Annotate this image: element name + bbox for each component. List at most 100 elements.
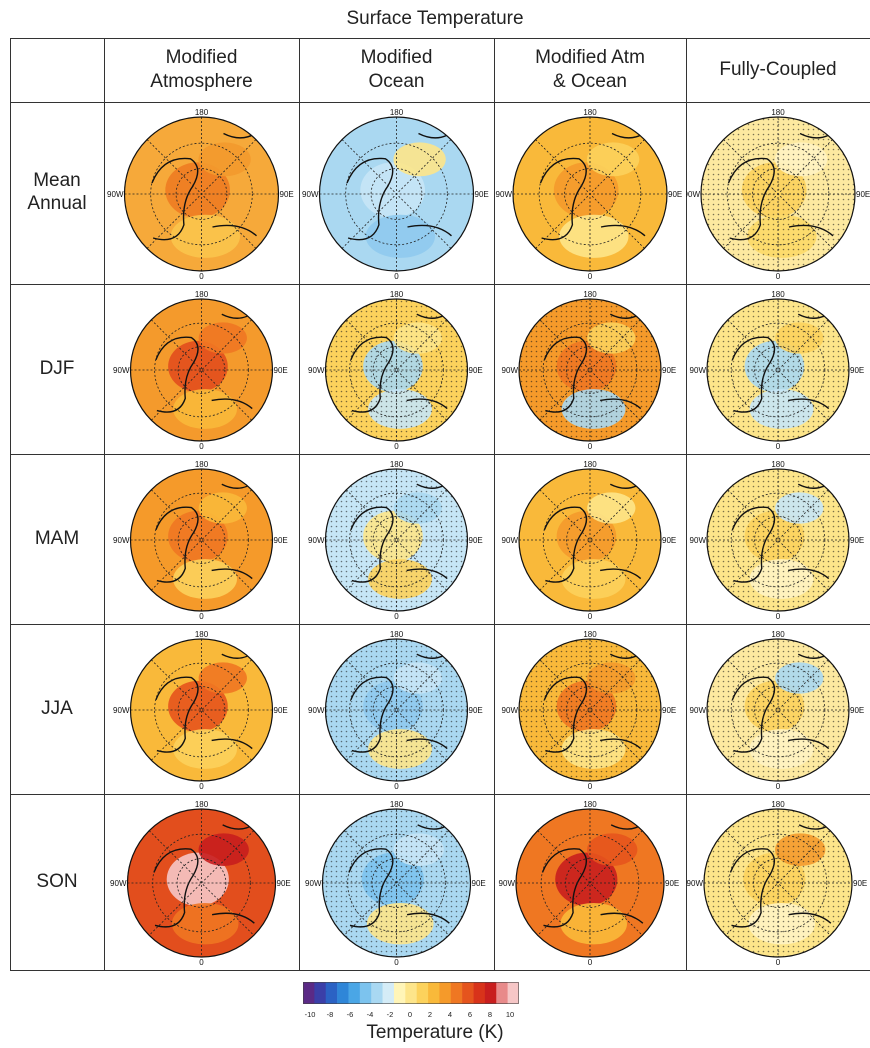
map-label-right: 90E	[850, 536, 864, 545]
map-border	[703, 808, 853, 958]
map-label-left: 90W	[690, 706, 707, 715]
map-label-left: 90W	[107, 190, 124, 199]
map-panel: 180 0 90W 90E	[494, 794, 686, 970]
map-label-right: 90E	[469, 706, 483, 715]
map-border	[129, 468, 274, 612]
colorbar-tick-label: -8	[326, 1010, 334, 1019]
map-label-bottom: 0	[776, 612, 781, 621]
anomaly-patch	[553, 162, 619, 218]
map-label-bottom: 0	[199, 442, 204, 451]
map-label-top: 180	[771, 630, 785, 639]
map-label-top: 180	[771, 800, 785, 809]
polar-map: 180 0 90W 90E	[687, 800, 868, 967]
colorbar-swatch	[473, 982, 486, 1004]
map-label-bottom: 0	[199, 782, 204, 791]
anomaly-patch	[586, 142, 640, 177]
polar-map: 180 0 90W 90E	[113, 290, 288, 451]
map-label-right: 90E	[850, 366, 864, 375]
map-label-bottom: 0	[394, 958, 399, 967]
map-label-right: 90E	[472, 879, 486, 888]
colorbar-swatch	[303, 982, 315, 1004]
meridian	[148, 830, 255, 936]
map-label-top: 180	[771, 290, 785, 299]
column-header: Fully-Coupled	[686, 38, 870, 102]
map-panel: 180 0 90W 90E	[104, 284, 299, 454]
map-label-left: 90W	[499, 879, 516, 888]
map-label-bottom: 0	[588, 782, 593, 791]
map-panel: 180 0 90W 90E	[686, 284, 870, 454]
colorbar-swatch	[325, 982, 338, 1004]
colorbar-tick-label: -2	[386, 1010, 394, 1019]
colorbar-tick-label: -10	[304, 1010, 316, 1019]
colorbar-swatch	[382, 982, 395, 1004]
anomaly-patch	[360, 162, 425, 218]
map-label-top: 180	[771, 108, 785, 117]
colorbar	[303, 982, 519, 1004]
colorbar-tick-label: 0	[407, 1010, 413, 1019]
latitude-circle	[372, 516, 421, 564]
map-panel: 180 0 90W 90E	[299, 794, 494, 970]
map-border	[318, 116, 475, 272]
map-label-right: 90E	[280, 190, 294, 199]
colorbar-tick-label: -4	[366, 1010, 374, 1019]
polar-map: 180 0 90W 90E	[496, 108, 683, 281]
map-panel: 180 0 90W 90E	[686, 102, 870, 284]
colorbar-swatch	[359, 982, 372, 1004]
colorbar-swatch	[371, 982, 383, 1004]
polar-map: 180 0 90W 90E	[686, 108, 870, 281]
grid-hline	[10, 624, 870, 625]
colorbar-swatch	[507, 982, 519, 1004]
anomaly-patch	[173, 729, 237, 769]
polar-map: 180 0 90W 90E	[690, 290, 865, 451]
colorbar-swatch	[337, 982, 349, 1004]
latitude-circle	[150, 142, 253, 246]
map-label-right: 90E	[662, 366, 676, 375]
latitude-circle	[564, 168, 616, 220]
map-panel: 180 0 90W 90E	[494, 284, 686, 454]
map-border	[129, 298, 274, 442]
grid-vline	[494, 38, 495, 970]
map-label-right: 90E	[475, 190, 489, 199]
map-label-top: 180	[390, 630, 404, 639]
grid-vline	[299, 38, 300, 970]
polar-map: 180 0 90W 90E	[502, 290, 677, 451]
map-label-top: 180	[390, 800, 404, 809]
map-label-bottom: 0	[588, 612, 593, 621]
grid-hline	[10, 794, 870, 795]
map-border	[324, 298, 469, 442]
latitude-circle	[177, 346, 226, 394]
grid-vline	[686, 38, 687, 970]
map-label-right: 90E	[277, 879, 291, 888]
map-label-bottom: 0	[588, 958, 593, 967]
map-panel: 180 0 90W 90E	[299, 102, 494, 284]
map-panel: 180 0 90W 90E	[299, 624, 494, 794]
map-panel: 180 0 90W 90E	[299, 454, 494, 624]
colorbar-swatch	[416, 982, 429, 1004]
map-label-bottom: 0	[199, 958, 204, 967]
map-label-top: 180	[583, 290, 597, 299]
map-border	[518, 298, 662, 442]
latitude-circle	[566, 516, 614, 564]
anomaly-patch	[173, 559, 237, 599]
colorbar-frame	[303, 982, 519, 1004]
figure-title: Surface Temperature	[346, 8, 524, 29]
colorbar-swatch	[314, 982, 327, 1004]
map-label-top: 180	[583, 800, 597, 809]
map-label-bottom: 0	[394, 272, 399, 281]
anomaly-patch	[165, 162, 230, 218]
map-label-right: 90E	[850, 706, 864, 715]
polar-map: 180 0 90W 90E	[107, 108, 294, 281]
grid-hline	[10, 454, 870, 455]
colorbar-label: Temperature (K)	[366, 1022, 504, 1043]
map-label-bottom: 0	[588, 272, 593, 281]
map-label-left: 90W	[113, 536, 130, 545]
grid-hline	[10, 970, 870, 971]
column-header-text: Modified Atmosphere	[150, 47, 253, 92]
anomaly-patch	[393, 142, 446, 177]
map-label-top: 180	[583, 108, 597, 117]
colorbar-swatch	[462, 982, 474, 1004]
map-border	[518, 468, 662, 612]
map-panel: 180 0 90W 90E	[686, 454, 870, 624]
map-panel: 180 0 90W 90E	[104, 794, 299, 970]
polar-map: 180 0 90W 90E	[502, 460, 677, 621]
